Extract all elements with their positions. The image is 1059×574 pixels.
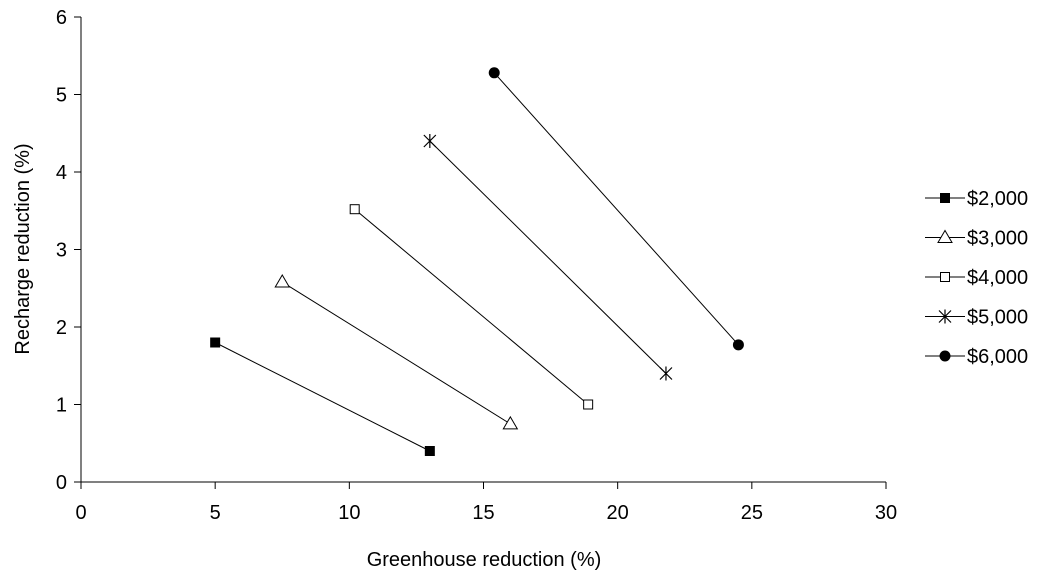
y-tick-label: 6	[56, 7, 67, 29]
x-tick-label: 5	[210, 502, 221, 524]
y-tick-label: 3	[56, 240, 67, 262]
marker-filled-square	[424, 446, 435, 456]
y-tick-label: 2	[56, 317, 67, 339]
legend-item: $2,000	[925, 188, 1028, 210]
y-axis-label: Recharge reduction (%)	[12, 143, 34, 354]
y-tick-label: 4	[56, 162, 67, 184]
marker-star	[938, 309, 952, 324]
series-5	[488, 67, 744, 351]
marker-star	[659, 366, 673, 381]
legend-label: $4,000	[967, 267, 1028, 289]
legend-item: $3,000	[925, 228, 1028, 250]
x-axis-label: Greenhouse reduction (%)	[367, 549, 602, 571]
marker-filled-circle	[488, 67, 500, 79]
legend-item: $5,000	[925, 307, 1028, 329]
x-tick-label: 15	[472, 502, 494, 524]
series-line	[281, 281, 511, 425]
y-tick-label: 0	[56, 472, 67, 494]
marker-star	[423, 134, 437, 148]
series-3	[349, 204, 594, 410]
marker-filled-circle	[939, 350, 951, 362]
series-2	[274, 274, 519, 430]
legend-label: $5,000	[967, 307, 1028, 329]
series-4	[423, 134, 673, 381]
legend-label: $6,000	[967, 346, 1028, 368]
marker-open-square	[349, 204, 360, 215]
y-tick-label: 5	[56, 85, 67, 107]
x-tick-label: 10	[338, 502, 360, 524]
x-axis-ticks: 0 5 10 15 20 25 30	[75, 482, 897, 524]
legend-label: $2,000	[967, 188, 1028, 210]
marker-filled-square	[940, 193, 950, 203]
x-tick-label: 30	[875, 502, 897, 524]
marker-open-triangle	[274, 274, 291, 288]
series-line	[354, 208, 589, 405]
legend-label: $3,000	[967, 228, 1028, 250]
series-1	[210, 337, 435, 456]
legend: $2,000 $3,000 $4,000 $5,000 $6,000	[925, 188, 1028, 368]
y-axis-ticks: 0 1 2 3 4 5 6	[56, 7, 81, 494]
x-tick-label: 0	[75, 502, 86, 524]
marker-open-square	[940, 272, 950, 282]
series-line	[214, 342, 431, 452]
marker-open-square	[583, 399, 594, 410]
series-line	[493, 72, 739, 346]
axes	[80, 17, 886, 483]
x-tick-label: 20	[607, 502, 629, 524]
legend-item: $6,000	[925, 346, 1028, 368]
legend-item: $4,000	[925, 267, 1028, 289]
x-tick-label: 25	[741, 502, 763, 524]
marker-filled-square	[210, 337, 221, 348]
plot-series	[210, 67, 744, 456]
y-tick-label: 1	[56, 395, 67, 417]
series-line	[429, 140, 667, 374]
marker-open-triangle	[937, 229, 953, 243]
marker-open-triangle	[502, 415, 519, 430]
marker-filled-circle	[732, 339, 744, 351]
